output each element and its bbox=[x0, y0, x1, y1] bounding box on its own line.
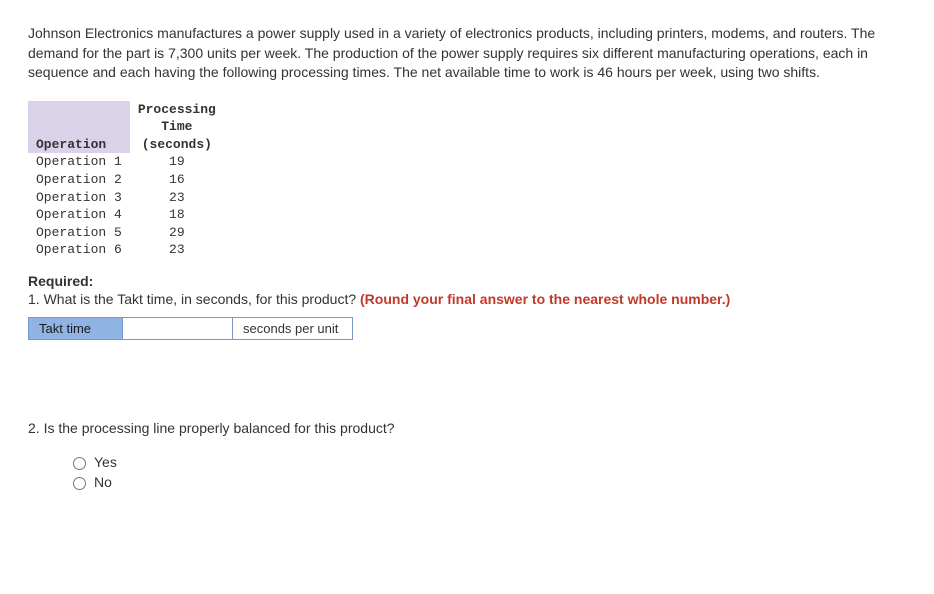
ops-header-l2: Time bbox=[130, 118, 224, 136]
takt-input[interactable] bbox=[123, 317, 233, 340]
table-row: Operation 4 18 bbox=[28, 206, 224, 224]
radio-no[interactable] bbox=[73, 477, 86, 490]
op-val: 23 bbox=[130, 241, 224, 259]
question-1: 1. What is the Takt time, in seconds, fo… bbox=[28, 291, 906, 307]
option-yes[interactable]: Yes bbox=[68, 454, 906, 470]
op-name: Operation 5 bbox=[28, 224, 130, 242]
q1-text: 1. What is the Takt time, in seconds, fo… bbox=[28, 291, 360, 307]
radio-yes[interactable] bbox=[73, 457, 86, 470]
op-name: Operation 1 bbox=[28, 153, 130, 171]
op-val: 23 bbox=[130, 189, 224, 207]
op-name: Operation 3 bbox=[28, 189, 130, 207]
takt-label: Takt time bbox=[28, 317, 123, 340]
op-name: Operation 6 bbox=[28, 241, 130, 259]
q1-round-note: (Round your final answer to the nearest … bbox=[360, 291, 730, 307]
option-no[interactable]: No bbox=[68, 474, 906, 490]
ops-header-col1: Operation bbox=[28, 136, 130, 154]
op-val: 29 bbox=[130, 224, 224, 242]
question-2: 2. Is the processing line properly balan… bbox=[28, 420, 906, 436]
table-row: Operation 5 29 bbox=[28, 224, 224, 242]
table-row: Operation 2 16 bbox=[28, 171, 224, 189]
option-yes-label: Yes bbox=[94, 454, 117, 470]
op-name: Operation 4 bbox=[28, 206, 130, 224]
op-name: Operation 2 bbox=[28, 171, 130, 189]
required-label: Required: bbox=[28, 273, 906, 289]
takt-unit: seconds per unit bbox=[233, 317, 353, 340]
ops-header-blank2 bbox=[28, 118, 130, 136]
operations-table: Processing Time Operation (seconds) Oper… bbox=[28, 101, 224, 259]
op-val: 16 bbox=[130, 171, 224, 189]
op-val: 19 bbox=[130, 153, 224, 171]
takt-answer-row: Takt time seconds per unit bbox=[28, 317, 906, 340]
table-row: Operation 1 19 bbox=[28, 153, 224, 171]
table-row: Operation 3 23 bbox=[28, 189, 224, 207]
ops-header-l1: Processing bbox=[130, 101, 224, 119]
op-val: 18 bbox=[130, 206, 224, 224]
ops-header-blank bbox=[28, 101, 130, 119]
q2-options: Yes No bbox=[68, 454, 906, 490]
table-row: Operation 6 23 bbox=[28, 241, 224, 259]
problem-statement: Johnson Electronics manufactures a power… bbox=[28, 24, 906, 83]
option-no-label: No bbox=[94, 474, 112, 490]
ops-header-l3: (seconds) bbox=[130, 136, 224, 154]
